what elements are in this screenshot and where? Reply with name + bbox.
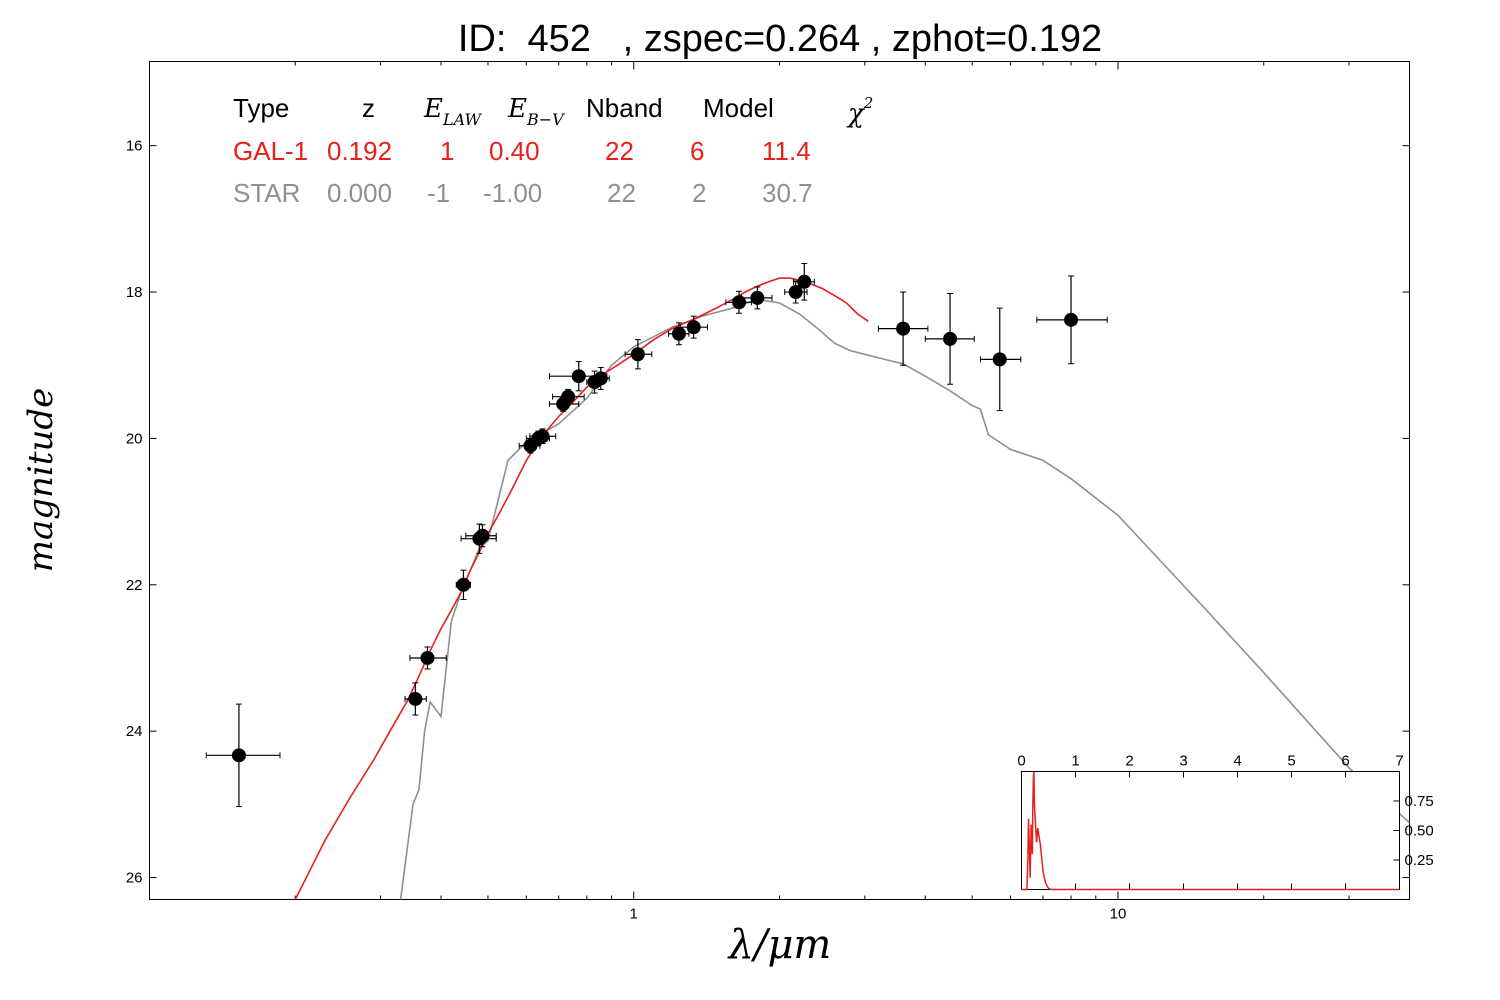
point-marker: [788, 285, 803, 300]
table-row-galaxy: GAL-1 0.192 1 0.40 22 6 11.4: [233, 136, 811, 166]
data-point: [1036, 275, 1108, 365]
point-marker: [231, 748, 246, 763]
table-header-chi2: χ2: [846, 94, 873, 129]
data-point: [680, 315, 708, 339]
point-marker: [535, 429, 550, 444]
inset-x-tick-label: 3: [1179, 753, 1187, 770]
row-nband: 22: [605, 136, 634, 166]
inset-x-tick-label: 0: [1017, 753, 1025, 770]
row-z: 0.192: [327, 136, 392, 166]
point-marker: [408, 691, 423, 706]
inset-x-tick-label: 7: [1395, 753, 1403, 770]
y-tick-label: 26: [126, 870, 143, 887]
inset-frame: [1021, 771, 1400, 890]
row-type: STAR: [233, 178, 300, 208]
table-header-type: Type: [233, 93, 289, 123]
data-point: [552, 388, 585, 405]
point-marker: [630, 347, 645, 362]
series-star-line: [399, 298, 1410, 900]
point-marker: [686, 320, 701, 335]
data-point: [924, 293, 975, 385]
point-marker: [732, 295, 747, 310]
chart-title: ID: 452 , zspec=0.264 , zphot=0.192: [458, 18, 1102, 60]
inset-y-tick-label: 0.50: [1405, 823, 1434, 840]
data-point: [591, 366, 610, 390]
data-point: [455, 569, 471, 600]
y-tick-label: 16: [126, 138, 143, 155]
inset-x-tick-label: 6: [1341, 753, 1349, 770]
row-elaw: -1: [427, 178, 450, 208]
row-ebv: -1.00: [483, 178, 542, 208]
row-model: 6: [690, 136, 704, 166]
data-point: [877, 291, 929, 366]
row-elaw: 1: [440, 136, 454, 166]
data-point: [205, 703, 281, 808]
row-chi2: 11.4: [762, 136, 811, 166]
inset-y-tick-label: 0.25: [1405, 852, 1434, 869]
y-tick-label: 20: [126, 430, 143, 447]
y-axis-label: magnitude: [21, 388, 61, 573]
inset-y-tick-label: 0.75: [1405, 793, 1434, 810]
x-tick-label: 10: [1110, 906, 1127, 923]
table-header-z: z: [362, 93, 375, 123]
data-point: [668, 322, 690, 346]
inset-x-tick-label: 1: [1071, 753, 1079, 770]
probability-inset: 0 1 2 3 4 5 6 7 0.25 0.50 0.75: [1017, 753, 1434, 891]
data-point: [409, 646, 447, 670]
point-marker: [750, 290, 765, 305]
point-marker: [456, 577, 471, 592]
point-marker: [896, 321, 911, 336]
point-marker: [475, 528, 490, 543]
y-tick-label: 22: [126, 577, 143, 594]
row-type: GAL-1: [233, 136, 308, 166]
point-marker: [593, 371, 608, 386]
point-marker: [671, 326, 686, 341]
data-point: [979, 307, 1022, 412]
data-point: [529, 428, 557, 445]
data-point: [404, 682, 427, 716]
row-chi2: 30.7: [762, 178, 813, 208]
inset-x-tick-label: 4: [1233, 753, 1241, 770]
row-model: 2: [692, 178, 706, 208]
data-point: [624, 339, 653, 370]
data-point: [465, 524, 497, 548]
data-point: [741, 286, 773, 310]
table-header-ebv: EB−V: [507, 94, 565, 129]
y-tick-label: 18: [126, 284, 143, 301]
inset-x-tick-label: 2: [1125, 753, 1133, 770]
point-marker: [1064, 312, 1079, 327]
fit-table: Type z ELAW EB−V Nband Model χ2 GAL-1 0.…: [233, 93, 873, 208]
table-header-model: Model: [703, 93, 774, 123]
data-point: [793, 262, 815, 301]
point-marker: [797, 274, 812, 289]
row-ebv: 0.40: [489, 136, 540, 166]
point-marker: [420, 650, 435, 665]
point-marker: [943, 331, 958, 346]
table-row-star: STAR 0.000 -1 -1.00 22 2 30.7: [233, 178, 813, 208]
inset-x-tick-label: 5: [1287, 753, 1295, 770]
x-axis-label: λ/μm: [727, 922, 832, 968]
table-header-nband: Nband: [586, 93, 663, 123]
point-marker: [561, 389, 576, 404]
point-marker: [992, 352, 1007, 367]
data-point: [725, 290, 752, 314]
row-z: 0.000: [327, 178, 392, 208]
data-point: [784, 280, 808, 304]
y-tick-label: 24: [126, 723, 143, 740]
row-nband: 22: [607, 178, 636, 208]
x-tick-label: 1: [630, 906, 638, 923]
point-marker: [571, 369, 586, 384]
table-header-elaw: ELAW: [423, 94, 483, 129]
inset-pdf-line: [1021, 771, 1400, 891]
